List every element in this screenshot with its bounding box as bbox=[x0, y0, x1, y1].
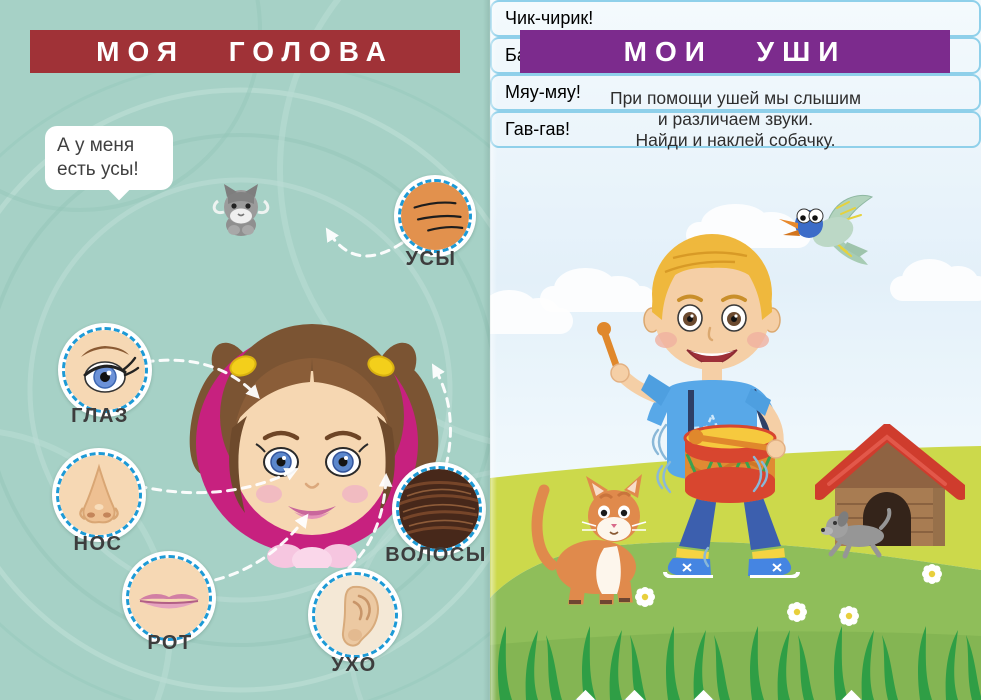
sound-bubble-text: Гав-гав! bbox=[505, 119, 571, 139]
sound-bubble-dog: Гав-гав! bbox=[490, 111, 981, 700]
cloud bbox=[490, 289, 573, 334]
sticker-whiskers-art bbox=[398, 179, 472, 253]
sticker-nose[interactable] bbox=[52, 448, 146, 542]
sticker-mouth-art bbox=[126, 555, 212, 641]
instructions-line: Найди и наклей собачку. bbox=[635, 130, 836, 150]
speech-bubble-whiskers: А у меня есть усы! bbox=[45, 126, 173, 201]
sound-bubble-text: Чик-чирик! bbox=[505, 8, 594, 28]
guide-arrows bbox=[136, 227, 452, 585]
right-title-banner: МОИ УШИ bbox=[520, 30, 950, 73]
cat-illustration bbox=[531, 474, 647, 605]
label-whiskers: УСЫ bbox=[405, 248, 457, 270]
dog-illustration bbox=[821, 508, 892, 559]
doghouse-illustration bbox=[815, 424, 965, 559]
kitten-illustration bbox=[212, 184, 270, 236]
left-page: МОЯ ГОЛОВА А у меня есть усы! bbox=[0, 0, 490, 700]
label-hair: ВОЛОСЫ bbox=[385, 544, 487, 566]
sound-waves bbox=[651, 423, 769, 568]
bird-illustration bbox=[779, 194, 874, 265]
speech-bubble-line: А у меня bbox=[57, 135, 135, 156]
cloud bbox=[890, 258, 981, 301]
instructions-text: При помощи ушей мы слышим и различаем зв… bbox=[490, 88, 981, 151]
instructions-line: При помощи ушей мы слышим bbox=[610, 88, 861, 108]
sticker-hair-art bbox=[396, 466, 482, 552]
sticker-whiskers[interactable] bbox=[394, 175, 476, 257]
left-page-title: МОЯ ГОЛОВА bbox=[96, 35, 394, 67]
sticker-eye[interactable] bbox=[58, 323, 152, 417]
sticker-ear[interactable] bbox=[308, 568, 402, 662]
label-mouth: РОТ bbox=[147, 632, 193, 654]
sticker-hair[interactable] bbox=[392, 462, 486, 556]
right-page-title: МОИ УШИ bbox=[623, 35, 847, 67]
sound-bubble-cat: Мяу-мяу! bbox=[490, 74, 981, 700]
right-page: МОИ УШИ При помощи ушей мы слышим и разл… bbox=[490, 0, 981, 700]
sound-bubble-text: Мяу-мяу! bbox=[505, 82, 581, 102]
speech-bubble-line: есть усы! bbox=[57, 159, 139, 180]
sticker-nose-art bbox=[56, 452, 142, 538]
label-ear: УХО bbox=[331, 654, 377, 676]
label-eye: ГЛАЗ bbox=[71, 405, 129, 427]
drum bbox=[683, 424, 779, 503]
label-nose: НОС bbox=[73, 533, 123, 555]
boy-drummer-illustration bbox=[597, 234, 800, 578]
sticker-eye-art bbox=[62, 327, 148, 413]
girl-head-illustration bbox=[189, 324, 439, 568]
sticker-ear-art bbox=[312, 572, 398, 658]
sticker-mouth[interactable] bbox=[122, 551, 216, 645]
left-title-banner: МОЯ ГОЛОВА bbox=[30, 30, 460, 73]
instructions-line: и различаем звуки. bbox=[657, 109, 814, 129]
